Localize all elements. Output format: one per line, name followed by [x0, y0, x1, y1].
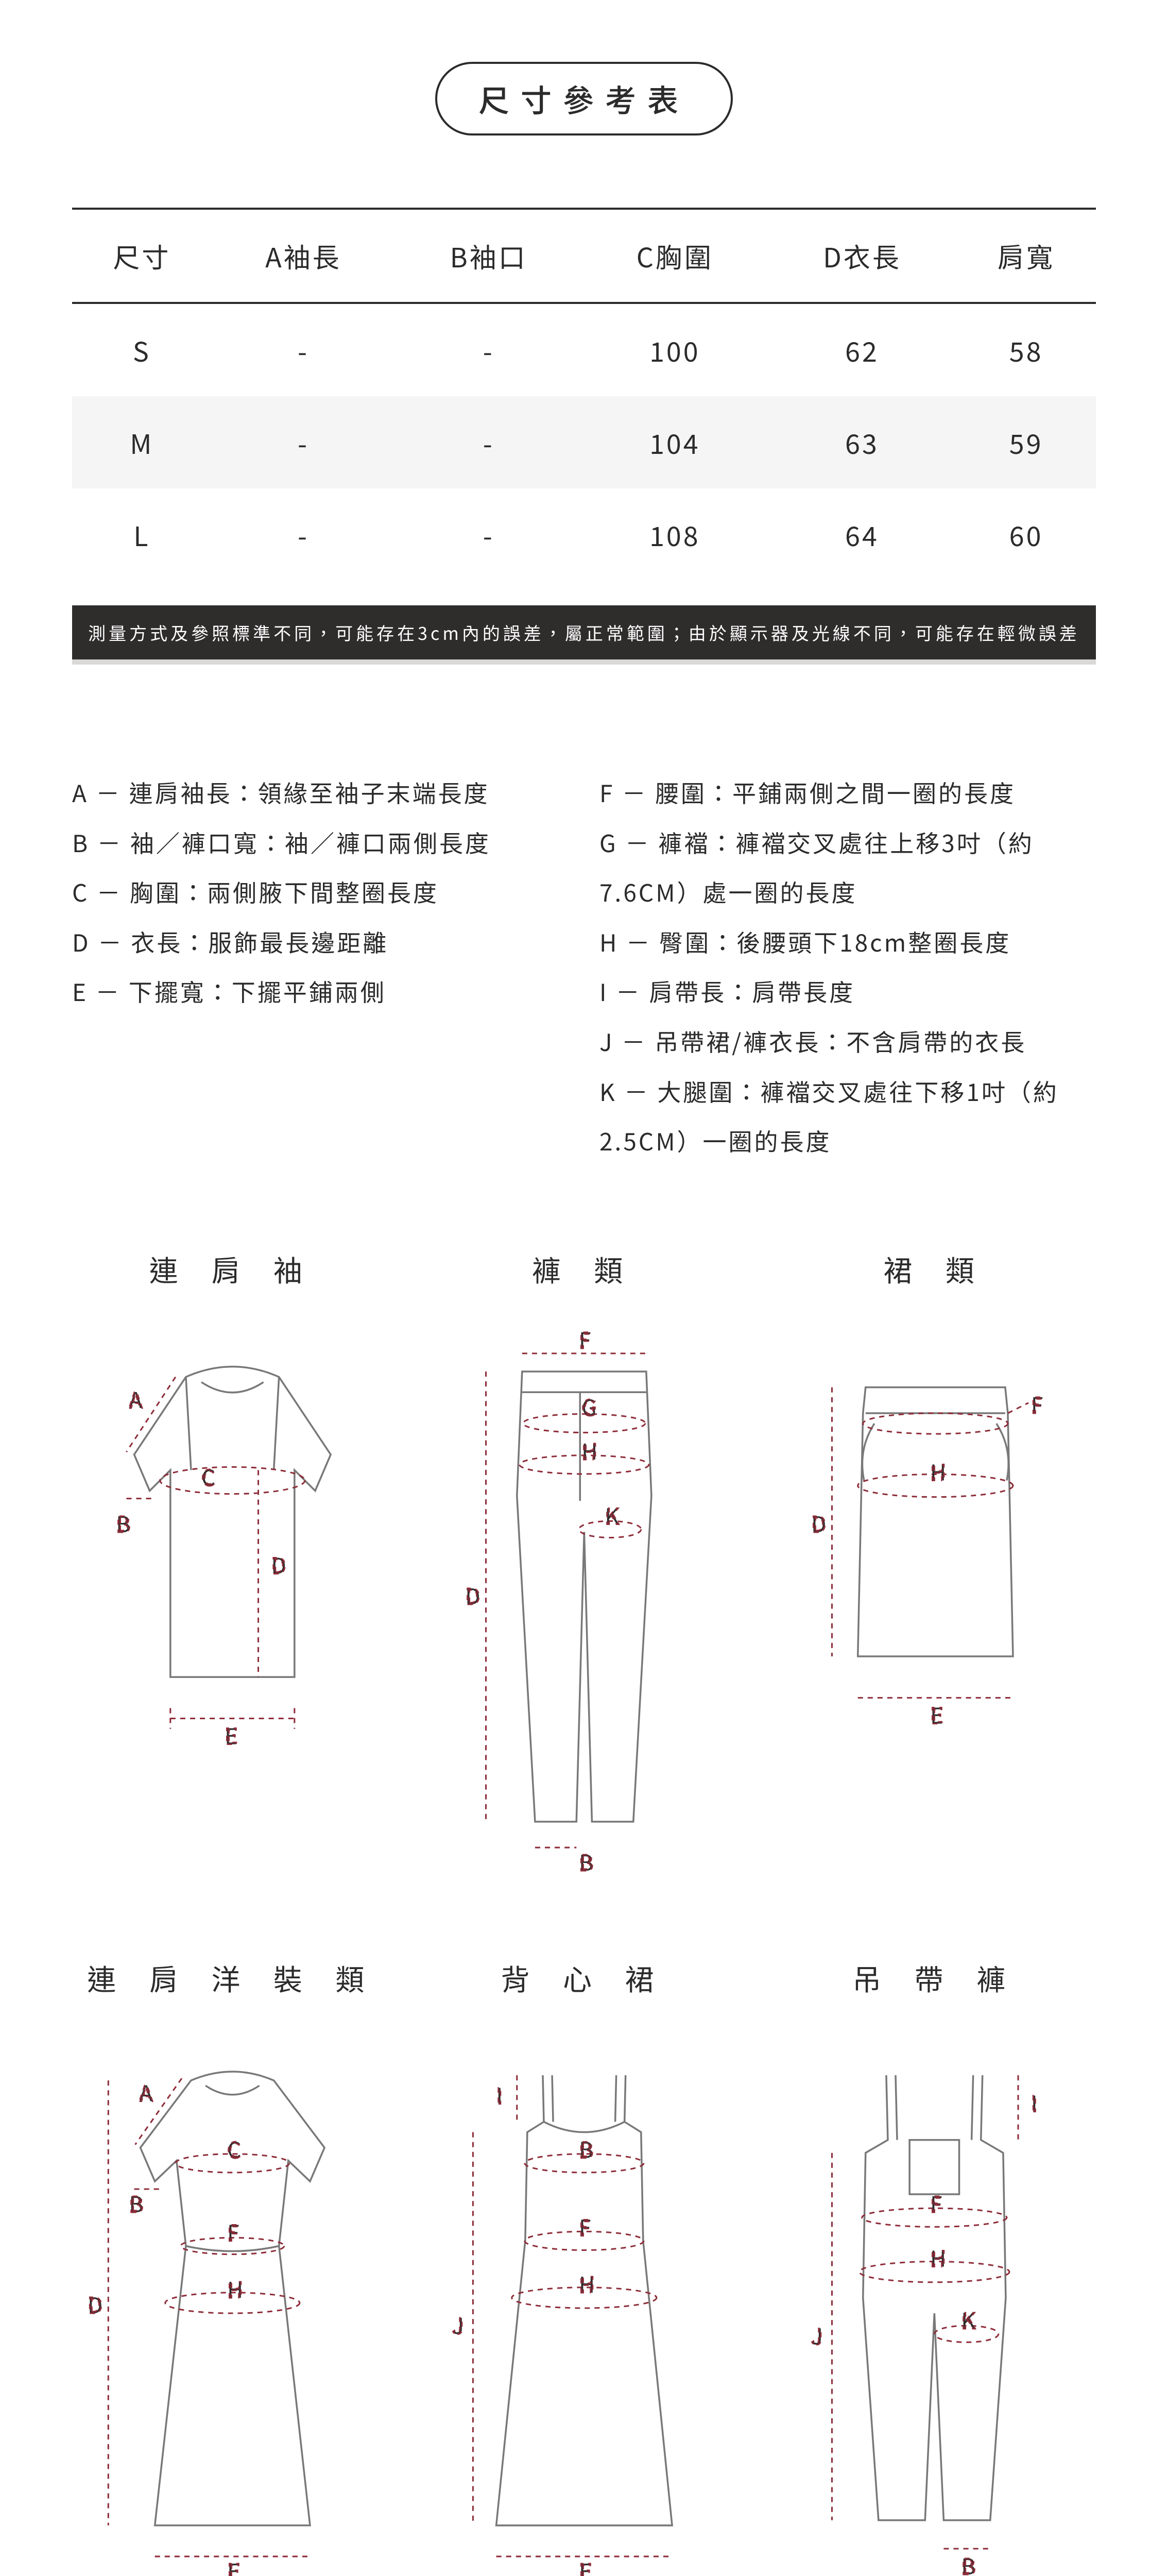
svg-text:B: B — [116, 1507, 130, 1539]
svg-text:D: D — [812, 1507, 827, 1539]
table-row: S - - 100 62 58 — [72, 303, 1096, 396]
diagram-title: 連 肩 袖 — [72, 1248, 393, 1290]
diagram-overalls: 吊 帶 褲 I F H K J B — [775, 1957, 1096, 2576]
svg-text:H: H — [581, 1435, 597, 1466]
svg-text:H: H — [227, 2273, 243, 2304]
diagram-title: 吊 帶 褲 — [775, 1957, 1096, 1999]
diagram-title: 裙 類 — [775, 1248, 1096, 1290]
diagram-skirt: 裙 類 F H D E — [775, 1248, 1096, 1885]
legend-item: B － 袖／褲口寬：袖／褲口兩側長度 — [72, 818, 569, 868]
svg-text:J: J — [812, 2319, 823, 2351]
size-table-header-row: 尺寸 A袖長 B袖口 C胸圍 D衣長 肩寬 — [72, 209, 1096, 303]
legend-item: I － 肩帶長：肩帶長度 — [599, 967, 1096, 1016]
svg-text:C: C — [227, 2133, 241, 2165]
table-row: L - - 108 64 60 — [72, 488, 1096, 581]
diagram-title: 褲 類 — [424, 1248, 745, 1290]
svg-text:I: I — [496, 2079, 502, 2110]
size-col-4: D衣長 — [768, 209, 957, 303]
svg-text:G: G — [581, 1391, 596, 1422]
measurement-legend: A － 連肩袖長：領緣至袖子末端長度 B － 袖／褲口寬：袖／褲口兩側長度 C … — [72, 768, 1096, 1166]
raglan-top-icon: A B C D E — [72, 1316, 393, 1759]
legend-right-col: F － 腰圍：平鋪兩側之間一圈的長度 G － 褲襠：褲襠交叉處往上移3吋（約7.… — [599, 768, 1096, 1166]
svg-text:K: K — [961, 2304, 976, 2335]
svg-text:J: J — [452, 2309, 464, 2341]
svg-text:F: F — [579, 2211, 591, 2242]
svg-text:F: F — [931, 2188, 942, 2219]
svg-text:H: H — [579, 2268, 595, 2299]
legend-item: D － 衣長：服飾最長邊距離 — [72, 917, 569, 967]
legend-item: A － 連肩袖長：領緣至袖子末端長度 — [72, 768, 569, 818]
size-table: 尺寸 A袖長 B袖口 C胸圍 D衣長 肩寬 S - - 100 62 58 M … — [72, 208, 1096, 581]
size-col-3: C胸圍 — [582, 209, 767, 303]
svg-text:H: H — [931, 2242, 947, 2273]
legend-item: J － 吊帶裙/褲衣長：不含肩帶的衣長 — [599, 1016, 1096, 1066]
svg-text:F: F — [1031, 1388, 1043, 1420]
svg-text:D: D — [465, 1580, 480, 1611]
svg-text:F: F — [579, 1324, 591, 1355]
svg-text:A: A — [129, 1383, 142, 1415]
skirt-icon: F H D E — [775, 1316, 1096, 1759]
svg-text:B: B — [579, 1846, 593, 1877]
svg-text:D: D — [271, 1549, 286, 1580]
svg-text:H: H — [931, 1455, 947, 1487]
size-col-5: 肩寬 — [956, 209, 1096, 303]
svg-text:D: D — [88, 2289, 102, 2320]
diagram-title: 背 心 裙 — [424, 1957, 745, 1999]
svg-text:B: B — [961, 2550, 976, 2576]
svg-text:C: C — [201, 1461, 215, 1492]
svg-text:A: A — [140, 2076, 153, 2108]
page-title: 尺寸參考表 — [72, 62, 1096, 135]
cami-dress-icon: I B F H J E — [424, 2025, 745, 2576]
svg-text:B: B — [129, 2188, 143, 2219]
svg-text:E: E — [227, 2555, 240, 2576]
diagram-raglan-dress: 連 肩 洋 裝 類 A B C F H D E — [72, 1957, 393, 2576]
legend-item: G － 褲襠：褲襠交叉處往上移3吋（約7.6CM）處一圈的長度 — [599, 818, 1096, 917]
diagram-raglan-top: 連 肩 袖 A B C D E — [72, 1248, 393, 1885]
legend-item: C － 胸圍：兩側腋下間整圈長度 — [72, 867, 569, 917]
overalls-icon: I F H K J B — [775, 2025, 1096, 2576]
svg-text:F: F — [227, 2216, 239, 2247]
legend-item: K － 大腿圍：褲襠交叉處往下移1吋（約2.5CM）一圈的長度 — [599, 1066, 1096, 1166]
measurement-notice: 測量方式及參照標準不同，可能存在3cm內的誤差，屬正常範圍；由於顯示器及光線不同… — [72, 605, 1096, 665]
diagram-title: 連 肩 洋 裝 類 — [72, 1957, 393, 1999]
svg-text:E: E — [225, 1719, 237, 1751]
table-row: M - - 104 63 59 — [72, 396, 1096, 488]
legend-item: F － 腰圍：平鋪兩側之間一圈的長度 — [599, 768, 1096, 818]
svg-text:E: E — [579, 2555, 592, 2576]
size-col-1: A袖長 — [212, 209, 396, 303]
svg-text:K: K — [605, 1499, 619, 1531]
raglan-dress-icon: A B C F H D E — [72, 2025, 393, 2576]
size-col-0: 尺寸 — [72, 209, 212, 303]
legend-left-col: A － 連肩袖長：領緣至袖子末端長度 B － 袖／褲口寬：袖／褲口兩側長度 C … — [72, 768, 569, 1166]
diagram-grid: 連 肩 袖 A B C D E 褲 類 — [72, 1248, 1096, 2576]
page-title-text: 尺寸參考表 — [435, 62, 733, 135]
svg-text:I: I — [1031, 2087, 1037, 2118]
diagram-cami-dress: 背 心 裙 I B F H J E — [424, 1957, 745, 2576]
size-col-2: B袖口 — [395, 209, 582, 303]
svg-text:E: E — [931, 1699, 943, 1730]
legend-item: E － 下擺寬：下擺平鋪兩側 — [72, 967, 569, 1016]
legend-item: H － 臀圍：後腰頭下18cm整圈長度 — [599, 917, 1096, 967]
diagram-pants: 褲 類 F G H K D B — [424, 1248, 745, 1885]
pants-icon: F G H K D B — [424, 1316, 745, 1883]
svg-text:B: B — [579, 2133, 593, 2165]
